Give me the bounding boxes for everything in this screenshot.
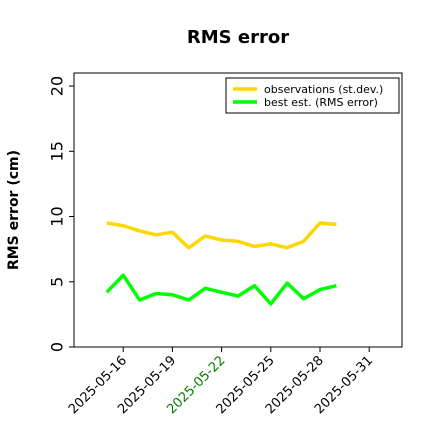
y-tick-label: 15 [48, 141, 67, 161]
legend-entry: best est. (RMS error) [264, 96, 378, 109]
series-group [105, 221, 337, 306]
series-line-1 [105, 273, 337, 306]
legend-box [225, 77, 400, 114]
chart-title: RMS error [187, 27, 289, 48]
y-tick-label: 10 [48, 206, 67, 226]
y-tick-label: 20 [48, 76, 67, 96]
legend-entry: observations (st.dev.) [264, 83, 383, 96]
y-axis-label: RMS error (cm) [6, 150, 22, 270]
y-tick-label: 0 [48, 342, 67, 352]
series-line-0 [106, 221, 337, 250]
plot-area-frame [73, 72, 403, 348]
y-tick-label: 5 [48, 277, 67, 287]
y-axis: 0 5 10 15 20 [48, 76, 74, 352]
legend: observations (st.dev.)best est. (RMS err… [225, 77, 400, 114]
x-axis: 2025-05-162025-05-192025-05-222025-05-25… [66, 347, 376, 417]
